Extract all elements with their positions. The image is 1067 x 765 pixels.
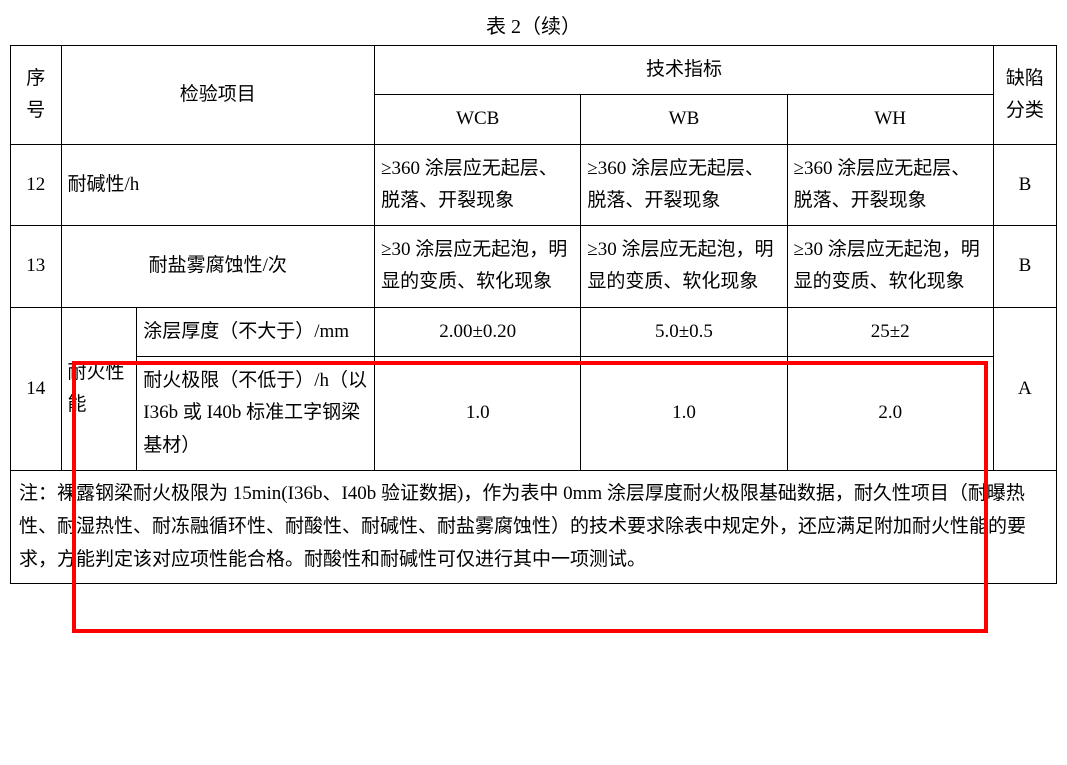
cell-wb-12: ≥360 涂层应无起层、脱落、开裂现象 — [581, 144, 787, 226]
table-wrap: 序号 检验项目 技术指标 缺陷分类 WCB WB WH 12 耐碱性/h ≥36… — [10, 45, 1057, 584]
cell-item-13: 耐盐雾腐蚀性/次 — [61, 226, 375, 308]
note-row: 注：裸露钢梁耐火极限为 15min(I36b、I40b 验证数据)，作为表中 0… — [11, 470, 1057, 583]
header-wcb: WCB — [375, 95, 581, 144]
table-row: 12 耐碱性/h ≥360 涂层应无起层、脱落、开裂现象 ≥360 涂层应无起层… — [11, 144, 1057, 226]
spec-table: 序号 检验项目 技术指标 缺陷分类 WCB WB WH 12 耐碱性/h ≥36… — [10, 45, 1057, 584]
cell-wcb-13: ≥30 涂层应无起泡，明显的变质、软化现象 — [375, 226, 581, 308]
cell-item-12: 耐碱性/h — [61, 144, 375, 226]
note-cell: 注：裸露钢梁耐火极限为 15min(I36b、I40b 验证数据)，作为表中 0… — [11, 470, 1057, 583]
cell-defect-13: B — [993, 226, 1056, 308]
cell-sub2-wcb: 1.0 — [375, 357, 581, 471]
cell-wh-13: ≥30 涂层应无起泡，明显的变质、软化现象 — [787, 226, 993, 308]
cell-defect-14: A — [993, 307, 1056, 470]
cell-sub1-label: 涂层厚度（不大于）/mm — [137, 307, 375, 356]
cell-group-14: 耐火性能 — [61, 307, 137, 470]
header-tech: 技术指标 — [375, 46, 994, 95]
header-defect: 缺陷分类 — [993, 46, 1056, 145]
cell-seq-14: 14 — [11, 307, 62, 470]
cell-wh-12: ≥360 涂层应无起层、脱落、开裂现象 — [787, 144, 993, 226]
header-seq: 序号 — [11, 46, 62, 145]
cell-sub2-label: 耐火极限（不低于）/h（以 I36b 或 I40b 标准工字钢梁基材） — [137, 357, 375, 471]
cell-sub1-wb: 5.0±0.5 — [581, 307, 787, 356]
cell-wb-13: ≥30 涂层应无起泡，明显的变质、软化现象 — [581, 226, 787, 308]
cell-sub1-wh: 25±2 — [787, 307, 993, 356]
cell-sub1-wcb: 2.00±0.20 — [375, 307, 581, 356]
table-row: 耐火极限（不低于）/h（以 I36b 或 I40b 标准工字钢梁基材） 1.0 … — [11, 357, 1057, 471]
cell-defect-12: B — [993, 144, 1056, 226]
cell-sub2-wh: 2.0 — [787, 357, 993, 471]
cell-seq-13: 13 — [11, 226, 62, 308]
header-row-1: 序号 检验项目 技术指标 缺陷分类 — [11, 46, 1057, 95]
header-item: 检验项目 — [61, 46, 375, 145]
header-wb: WB — [581, 95, 787, 144]
cell-sub2-wb: 1.0 — [581, 357, 787, 471]
cell-wcb-12: ≥360 涂层应无起层、脱落、开裂现象 — [375, 144, 581, 226]
table-title: 表 2（续） — [10, 10, 1057, 39]
header-wh: WH — [787, 95, 993, 144]
table-row: 13 耐盐雾腐蚀性/次 ≥30 涂层应无起泡，明显的变质、软化现象 ≥30 涂层… — [11, 226, 1057, 308]
cell-seq-12: 12 — [11, 144, 62, 226]
table-row: 14 耐火性能 涂层厚度（不大于）/mm 2.00±0.20 5.0±0.5 2… — [11, 307, 1057, 356]
